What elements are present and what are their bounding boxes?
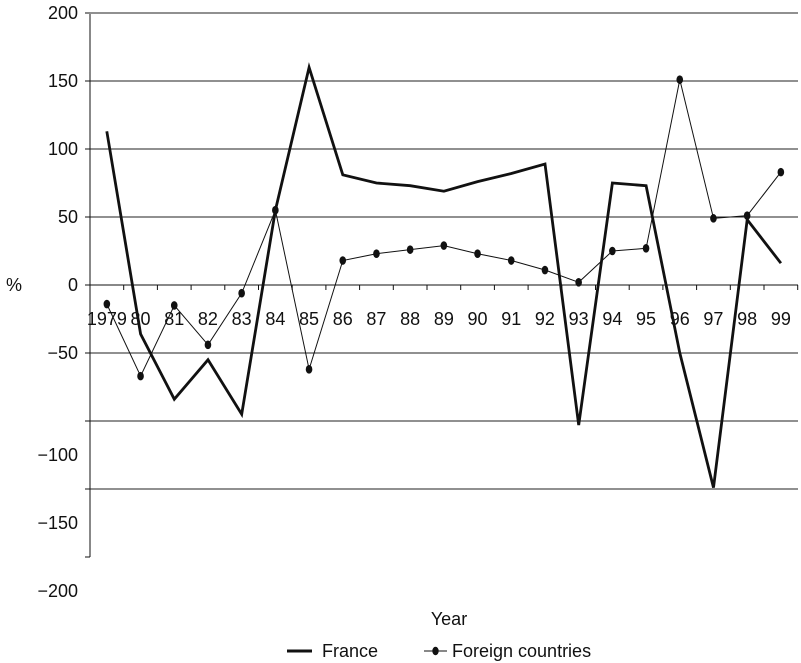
data-point: [575, 277, 582, 287]
x-tick-label: 98: [737, 309, 757, 329]
series-line-foreign-countries: [106, 79, 782, 378]
y-axis-label: %: [6, 275, 22, 295]
y-tick-label: 100: [48, 139, 78, 159]
x-tick-label: 88: [400, 309, 420, 329]
legend: France Foreign countries: [287, 641, 591, 661]
data-point: [507, 256, 515, 265]
x-axis-label: Year: [431, 609, 467, 629]
x-tick-label: 1979: [87, 309, 127, 329]
y-tick-label: 50: [58, 207, 78, 227]
data-point: [305, 365, 313, 374]
series-line-france: [105, 62, 783, 488]
data-point: [137, 371, 144, 381]
y-tick-label: −150: [37, 513, 78, 533]
x-tick-label: 97: [703, 309, 723, 329]
legend-item-france: France: [287, 641, 378, 661]
x-tick-label: 94: [602, 309, 622, 329]
data-point: [710, 214, 717, 223]
data-point: [204, 340, 212, 350]
x-tick-label: 99: [771, 309, 791, 329]
y-tick-label: −50: [47, 343, 78, 363]
series-france: [105, 62, 783, 488]
data-point: [743, 211, 751, 220]
x-tick-label: 90: [468, 309, 488, 329]
x-tick-label: 95: [636, 309, 656, 329]
data-point: [170, 301, 178, 310]
data-point: [406, 245, 414, 254]
legend-label-foreign-countries: Foreign countries: [452, 641, 591, 661]
gridlines: [90, 12, 798, 490]
data-point: [474, 249, 481, 259]
x-tick-label: 85: [299, 309, 319, 329]
legend-item-foreign-countries: Foreign countries: [424, 641, 591, 661]
x-tick-label: 80: [131, 309, 151, 329]
y-tick-label: −200: [37, 581, 78, 601]
x-tick-label: 93: [569, 309, 589, 329]
x-tick-label: 83: [232, 309, 252, 329]
data-point: [238, 288, 245, 298]
x-tick-label: 91: [501, 309, 521, 329]
data-point: [373, 249, 380, 259]
y-tick-label: 150: [48, 71, 78, 91]
x-tick-label: 81: [164, 309, 184, 329]
data-point: [676, 75, 684, 84]
data-point: [103, 299, 111, 309]
y-tick-label: −100: [37, 445, 78, 465]
series-layer: [103, 62, 785, 488]
axes: [85, 12, 799, 558]
series-foreign-countries: [103, 75, 785, 381]
data-point: [609, 246, 616, 256]
x-tick-label: 84: [265, 309, 285, 329]
data-point: [440, 241, 448, 250]
x-tick-labels: 1979 80 81 82 83 84 85 86 87 88 89 90 91 92 93 94 95 96 97…: [87, 309, 791, 329]
legend-label-france: France: [322, 641, 378, 661]
x-tick-label: 82: [198, 309, 218, 329]
data-point: [541, 265, 549, 275]
data-point: [642, 243, 650, 253]
data-point: [272, 205, 279, 215]
legend-marker-foreign-countries: [432, 646, 439, 656]
x-tick-label: 87: [366, 309, 386, 329]
y-tick-labels: 200 150 100 50 0 −50 −100 −150 −200: [37, 3, 78, 601]
x-tick-label: 92: [535, 309, 555, 329]
y-tick-label: 200: [48, 3, 78, 23]
data-point: [339, 256, 347, 265]
data-point: [777, 167, 785, 177]
x-tick-label: 89: [434, 309, 454, 329]
y-tick-label: 0: [68, 275, 78, 295]
x-tick-label: 86: [333, 309, 353, 329]
